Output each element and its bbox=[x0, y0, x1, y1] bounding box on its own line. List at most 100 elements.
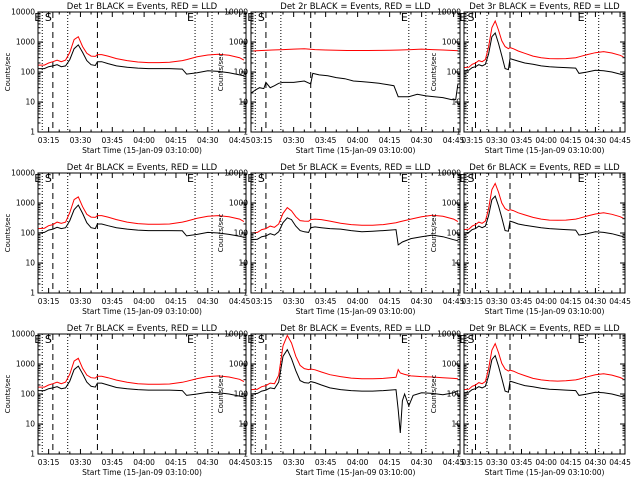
y-tick-label: 1000 bbox=[442, 360, 461, 369]
x-tick-label: 04:00 bbox=[133, 136, 155, 145]
y-tick-label: 1000 bbox=[442, 199, 461, 208]
x-tick-label: 04:00 bbox=[535, 136, 557, 145]
x-tick-label: 04:00 bbox=[347, 136, 369, 145]
x-axis-label: Start Time (15-Jan-09 03:10:00) bbox=[485, 146, 605, 155]
x-axis-label: Start Time (15-Jan-09 03:10:00) bbox=[82, 307, 202, 316]
x-tick-label: 03:45 bbox=[315, 458, 337, 467]
x-tick-label: 04:15 bbox=[165, 297, 187, 306]
x-tick-label: 04:45 bbox=[609, 458, 631, 467]
y-tick-label: 10 bbox=[25, 259, 35, 268]
x-axis-label: Start Time (15-Jan-09 03:10:00) bbox=[82, 146, 202, 155]
series-line bbox=[38, 35, 245, 66]
chart-panel: Det 4r BLACK = Events, RED = LLD Counts/s… bbox=[4, 163, 251, 316]
event-marker-label: E bbox=[401, 333, 408, 346]
x-tick-label: 03:45 bbox=[511, 297, 533, 306]
event-marker-label: E bbox=[459, 333, 466, 346]
y-tick-label: 1000 bbox=[229, 360, 248, 369]
chart-panel: Det 3r BLACK = Events, RED = LLD Counts/s… bbox=[430, 2, 631, 155]
y-tick-label: 10000 bbox=[437, 169, 461, 178]
y-tick-label: 1000 bbox=[16, 38, 35, 47]
event-marker-label: E bbox=[187, 333, 194, 346]
event-marker-label: E bbox=[578, 11, 585, 24]
y-tick-label: 100 bbox=[447, 229, 462, 238]
event-marker-label: S bbox=[45, 333, 52, 346]
y-tick-label: 10 bbox=[25, 420, 35, 429]
event-marker-label: S bbox=[258, 333, 265, 346]
event-marker-label: E bbox=[187, 11, 194, 24]
event-marker-label: E bbox=[401, 172, 408, 185]
y-tick-label: 100 bbox=[21, 390, 36, 399]
x-tick-label: 04:30 bbox=[585, 458, 607, 467]
y-tick-label: 1000 bbox=[229, 38, 248, 47]
event-marker-label: S bbox=[258, 11, 265, 24]
chart-title: Det 9r BLACK = Events, RED = LLD bbox=[469, 324, 620, 334]
y-tick-label: 10000 bbox=[11, 169, 35, 178]
y-tick-label: 1000 bbox=[16, 199, 35, 208]
y-tick-label: 100 bbox=[447, 390, 462, 399]
x-tick-label: 03:15 bbox=[38, 458, 60, 467]
x-tick-label: 03:45 bbox=[315, 297, 337, 306]
x-tick-label: 04:00 bbox=[347, 458, 369, 467]
x-tick-label: 04:45 bbox=[609, 297, 631, 306]
y-tick-label: 100 bbox=[21, 68, 36, 77]
y-tick-label: 10000 bbox=[224, 169, 248, 178]
series-line bbox=[250, 206, 459, 234]
y-tick-label: 100 bbox=[234, 390, 249, 399]
x-tick-label: 03:30 bbox=[486, 136, 508, 145]
series-line bbox=[250, 48, 458, 52]
y-tick-label: 1 bbox=[456, 289, 461, 298]
series-line bbox=[463, 342, 624, 391]
x-tick-label: 04:45 bbox=[443, 458, 465, 467]
y-axis-label: Counts/sec bbox=[430, 375, 438, 414]
x-tick-label: 03:30 bbox=[70, 458, 92, 467]
chart-panel: Det 9r BLACK = Events, RED = LLD Counts/s… bbox=[430, 324, 631, 477]
x-tick-label: 03:30 bbox=[283, 297, 305, 306]
x-tick-label: 04:00 bbox=[133, 458, 155, 467]
event-marker-label: S bbox=[45, 11, 52, 24]
y-axis-label: Counts/sec bbox=[217, 375, 225, 414]
x-tick-label: 03:45 bbox=[315, 136, 337, 145]
chart-panel: Det 7r BLACK = Events, RED = LLD Counts/s… bbox=[4, 324, 251, 477]
x-tick-label: 03:30 bbox=[486, 297, 508, 306]
x-tick-label: 04:30 bbox=[197, 136, 219, 145]
y-tick-label: 10000 bbox=[224, 8, 248, 17]
event-marker-label: S bbox=[468, 172, 475, 185]
y-axis-label: Counts/sec bbox=[4, 214, 12, 253]
x-tick-label: 03:15 bbox=[38, 297, 60, 306]
y-axis-label: Counts/sec bbox=[430, 214, 438, 253]
chart-panel: Det 8r BLACK = Events, RED = LLD Counts/s… bbox=[217, 324, 465, 477]
y-tick-label: 100 bbox=[234, 68, 249, 77]
x-tick-label: 04:15 bbox=[379, 136, 401, 145]
x-tick-label: 03:45 bbox=[101, 297, 123, 306]
x-tick-label: 03:30 bbox=[70, 297, 92, 306]
chart-panel: Det 1r BLACK = Events, RED = LLD Counts/s… bbox=[4, 2, 251, 155]
x-tick-label: 04:30 bbox=[197, 297, 219, 306]
event-marker-label: E bbox=[459, 172, 466, 185]
x-tick-label: 04:15 bbox=[165, 458, 187, 467]
y-axis-label: Counts/sec bbox=[430, 53, 438, 92]
x-tick-label: 03:45 bbox=[511, 136, 533, 145]
y-tick-label: 100 bbox=[21, 229, 36, 238]
event-marker-label: S bbox=[468, 333, 475, 346]
chart-title: Det 8r BLACK = Events, RED = LLD bbox=[280, 324, 431, 334]
x-tick-label: 03:15 bbox=[38, 136, 60, 145]
x-tick-label: 03:30 bbox=[486, 458, 508, 467]
x-tick-label: 03:30 bbox=[70, 136, 92, 145]
y-axis-label: Counts/sec bbox=[217, 214, 225, 253]
chart-title: Det 3r BLACK = Events, RED = LLD bbox=[469, 2, 620, 12]
x-tick-label: 04:30 bbox=[411, 458, 433, 467]
y-tick-label: 1 bbox=[456, 450, 461, 459]
x-tick-label: 03:15 bbox=[251, 136, 273, 145]
chart-title: Det 4r BLACK = Events, RED = LLD bbox=[67, 163, 218, 173]
x-tick-label: 04:15 bbox=[379, 458, 401, 467]
series-line bbox=[37, 196, 245, 230]
series-line bbox=[38, 365, 244, 398]
y-tick-label: 10 bbox=[25, 98, 35, 107]
x-tick-label: 04:45 bbox=[443, 136, 465, 145]
x-tick-label: 04:00 bbox=[535, 297, 557, 306]
x-tick-label: 04:30 bbox=[411, 297, 433, 306]
x-tick-label: 03:15 bbox=[461, 297, 483, 306]
x-tick-label: 03:15 bbox=[461, 136, 483, 145]
chart-panel: Det 6r BLACK = Events, RED = LLD Counts/s… bbox=[430, 163, 631, 316]
event-marker-label: E bbox=[578, 333, 585, 346]
